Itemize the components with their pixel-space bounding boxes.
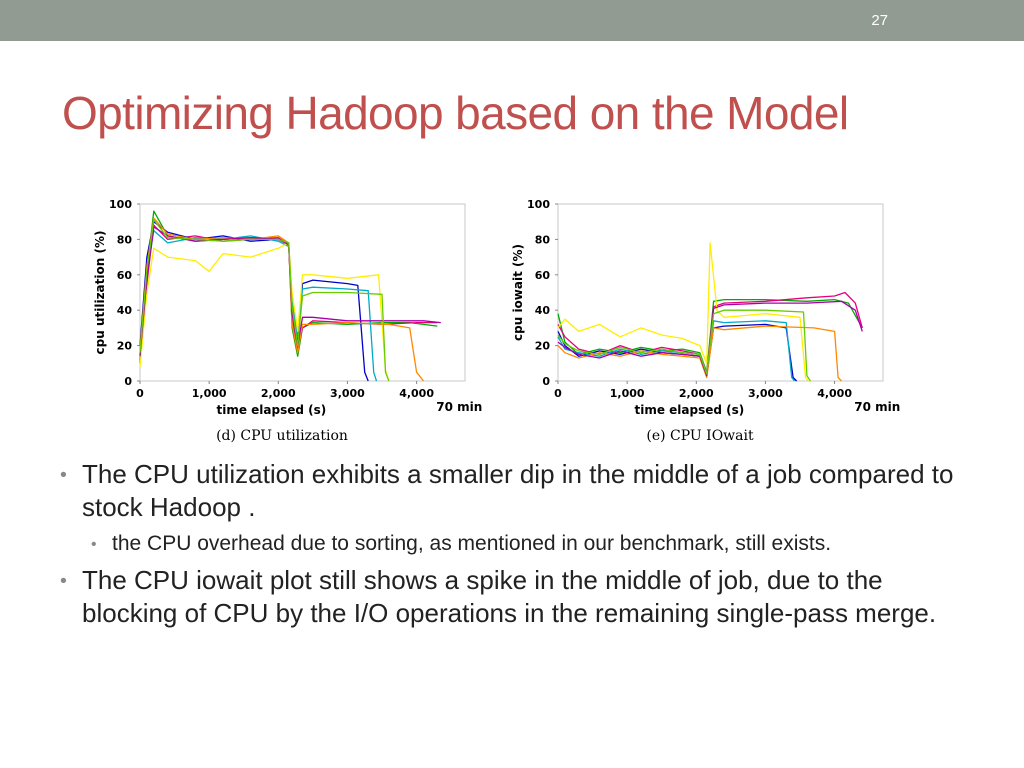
chart-cpu-iowait: 0 20 40 60 80 100 0 1,000 2,000 3,000 4,000 time el…: [511, 198, 900, 444]
series-line: [557, 298, 863, 373]
x-tick-label: 4,000: [399, 387, 434, 400]
x-tick-label: 2,000: [261, 387, 296, 400]
chart-cpu-iowait-plot: 0 20 40 60 80 100 0 1,000 2,000 3,000 4,000 time el…: [511, 198, 900, 444]
slide-title: Optimizing Hadoop based on the Model: [62, 87, 849, 139]
sub-bullet-item: • the CPU overhead due to sorting, as me…: [58, 530, 978, 558]
x-tick-label: 0: [554, 387, 562, 400]
y-tick-label: 100: [109, 198, 132, 211]
series-line: [139, 242, 390, 382]
duration-annotation: 70 min.: [854, 400, 900, 414]
top-bar: [0, 0, 1024, 41]
x-tick-label: 1,000: [192, 387, 227, 400]
y-tick-label: 60: [535, 269, 551, 282]
x-tick-label: 2,000: [679, 387, 714, 400]
bullet-text: The CPU iowait plot still shows a spike …: [82, 565, 937, 628]
bullet-item: • The CPU iowait plot still shows a spik…: [58, 564, 978, 630]
sub-bullet-text: the CPU overhead due to sorting, as ment…: [112, 532, 832, 555]
x-axis-label: time elapsed (s): [634, 403, 744, 417]
series-line: [557, 309, 811, 382]
x-tick-label: 3,000: [330, 387, 365, 400]
y-tick-label: 0: [542, 375, 550, 388]
y-tick-label: 60: [117, 269, 133, 282]
y-tick-label: 40: [117, 304, 133, 317]
y-tick-label: 40: [535, 304, 551, 317]
y-tick-label: 20: [535, 340, 551, 353]
y-axis-label: cpu iowait (%): [511, 244, 525, 341]
y-tick-label: 20: [117, 340, 133, 353]
bullet-dot-icon: •: [91, 536, 97, 553]
y-tick-label: 80: [117, 233, 133, 246]
bullet-item: • The CPU utilization exhibits a smaller…: [58, 458, 978, 524]
bullet-text: The CPU utilization exhibits a smaller d…: [82, 459, 954, 522]
bullet-dot-icon: •: [60, 570, 67, 592]
y-tick-label: 100: [527, 198, 550, 211]
y-tick-label: 0: [124, 375, 132, 388]
x-tick-label: 3,000: [748, 387, 783, 400]
bullet-list: • The CPU utilization exhibits a smaller…: [58, 458, 978, 636]
x-tick-label: 0: [136, 387, 144, 400]
chart-caption: (d) CPU utilization: [216, 428, 348, 444]
y-tick-label: 80: [535, 233, 551, 246]
chart-cpu-utilization: 0 20 40 60 80 100 0 1,000 2,000 3,000 4,000 time el…: [93, 198, 482, 444]
slide-number: 27: [871, 12, 888, 29]
chart-cpu-utilization-plot: 0 20 40 60 80 100 0 1,000 2,000 3,000 4,000 time el…: [93, 198, 482, 444]
y-axis-label: cpu utilization (%): [93, 231, 107, 355]
x-axis-label: time elapsed (s): [216, 403, 326, 417]
chart-caption: (e) CPU IOwait: [646, 428, 754, 444]
series-line: [557, 242, 809, 382]
x-tick-label: 1,000: [610, 387, 645, 400]
duration-annotation: 70 min.: [436, 400, 482, 414]
x-tick-label: 4,000: [817, 387, 852, 400]
bullet-dot-icon: •: [60, 464, 67, 486]
series-line: [139, 219, 390, 382]
